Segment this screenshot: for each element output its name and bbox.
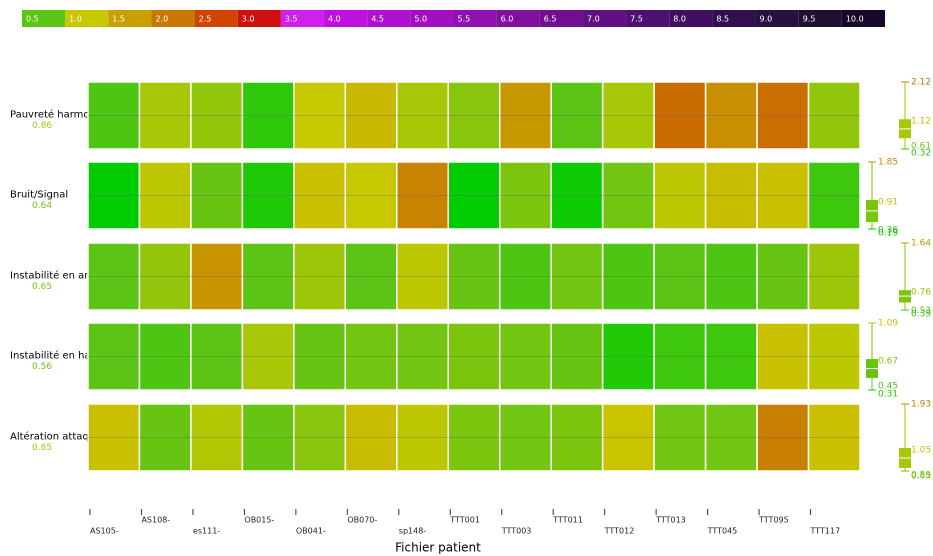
box-label: 0.19: [878, 229, 898, 239]
legend-swatch: [22, 10, 66, 27]
x-tick-label: OB015-: [244, 516, 274, 525]
legend-swatch: [65, 10, 109, 27]
box-label: 0.45: [878, 381, 898, 391]
legend-swatch: [496, 10, 540, 27]
box-label: 1.64: [911, 239, 931, 249]
legend-label: 1.5: [112, 15, 125, 24]
box-label: 0.65: [911, 472, 931, 482]
legend-swatch: [194, 10, 238, 27]
legend-label: 9.5: [803, 15, 816, 24]
row-label: Altération attaqu: [10, 431, 95, 443]
box-label: 1.05: [911, 446, 931, 456]
box-label: 0.76: [911, 288, 931, 298]
box-label: 0.59: [911, 471, 931, 481]
legend-swatch: [669, 10, 713, 27]
x-axis-title: Fichier patient: [395, 541, 481, 555]
x-tick-label: TTT095: [758, 516, 789, 525]
x-tick-label: TTT011: [552, 516, 583, 525]
legend-label: 5.0: [414, 15, 427, 24]
box-label: 0.32: [911, 149, 931, 159]
box-label: 0.53: [911, 306, 931, 316]
box-label: 1.12: [911, 117, 931, 127]
row-label: Instabilité en am: [10, 270, 94, 282]
legend-swatch: [367, 10, 411, 27]
legend-swatch: [626, 10, 670, 27]
x-tick-label: sp148-: [399, 527, 427, 536]
legend-label: 0.5: [26, 15, 39, 24]
x-tick-label: TTT013: [655, 516, 686, 525]
row-value: 0.85: [32, 443, 52, 453]
legend-label: 6.5: [544, 15, 557, 24]
legend-label: 10.0: [846, 15, 864, 24]
row-label: Pauvreté harmor: [10, 109, 95, 121]
box-label: 0.67: [878, 357, 898, 367]
x-tick-label: TTT001: [449, 516, 480, 525]
row-value: 0.56: [32, 362, 52, 372]
legend-swatch: [755, 10, 799, 27]
x-tick-label: TTT117: [810, 527, 841, 536]
box-label: 0.61: [911, 142, 931, 152]
legend-label: 4.5: [371, 15, 384, 24]
x-tick-label: TTT012: [604, 527, 635, 536]
legend-label: 3.0: [242, 15, 255, 24]
box-label: 0.39: [911, 310, 931, 320]
x-tick-label: AS108-: [141, 516, 170, 525]
row-value: 0.86: [32, 121, 52, 131]
legend-label: 7.0: [587, 15, 600, 24]
legend-label: 6.0: [501, 15, 514, 24]
x-tick-label: TTT045: [707, 527, 738, 536]
x-tick-label: OB041-: [296, 527, 326, 536]
legend-label: 5.5: [458, 15, 471, 24]
x-tick-label: OB070-: [347, 516, 377, 525]
box-label: 0.36: [878, 226, 898, 236]
legend-label: 1.0: [69, 15, 82, 24]
row-label: Instabilité en ha: [10, 350, 91, 362]
row-value: 0.64: [32, 201, 52, 211]
row-label: Bruit/Signal: [10, 190, 68, 201]
box-label: 2.12: [911, 78, 931, 88]
legend-label: 9.0: [760, 15, 773, 24]
row-value: 0.65: [32, 282, 52, 292]
legend-swatch: [237, 10, 281, 27]
legend-swatch: [453, 10, 497, 27]
legend-label: 2.0: [155, 15, 168, 24]
legend-swatch: [280, 10, 325, 27]
legend-swatch: [841, 10, 885, 27]
legend-swatch: [798, 10, 842, 27]
legend-label: 8.5: [716, 15, 729, 24]
legend-swatch: [108, 10, 152, 27]
x-tick-label: AS105-: [90, 527, 119, 536]
box-label: 0.31: [878, 390, 898, 400]
box-label: 1.93: [911, 400, 931, 410]
legend-label: 3.5: [285, 15, 298, 24]
legend-swatch: [539, 10, 583, 27]
legend-swatch: [324, 10, 368, 27]
box-label: 1.85: [878, 158, 898, 168]
legend-swatch: [712, 10, 756, 27]
legend-label: 4.0: [328, 15, 341, 24]
legend-label: 7.5: [630, 15, 643, 24]
legend-swatch: [151, 10, 195, 27]
legend-swatch: [410, 10, 454, 27]
legend-label: 2.5: [199, 15, 212, 24]
x-tick-label: TTT003: [501, 527, 532, 536]
legend-label: 8.0: [673, 15, 686, 24]
legend-swatch: [582, 10, 627, 27]
box-label: 0.91: [878, 197, 898, 207]
box-label: 1.09: [878, 319, 898, 329]
x-tick-label: es111-: [193, 527, 220, 536]
